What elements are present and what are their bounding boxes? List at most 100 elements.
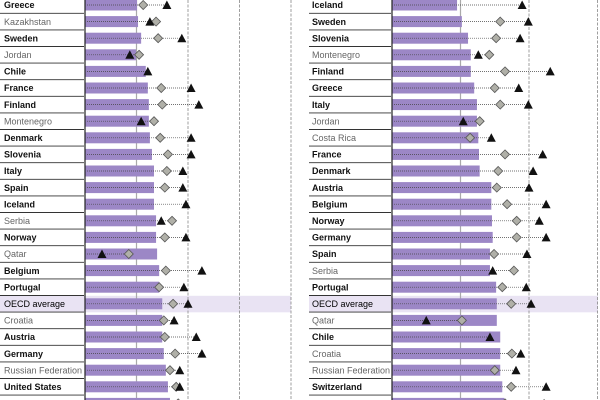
chart-row: Norway <box>309 215 544 230</box>
row-label: Qatar <box>312 316 335 326</box>
row-label: Norway <box>4 233 37 243</box>
triangle-marker <box>526 299 536 308</box>
diamond-marker <box>499 66 511 77</box>
diamond-marker <box>489 82 500 94</box>
diamond-marker <box>491 182 502 193</box>
diamond-marker <box>159 182 170 193</box>
row-label: Costa Rica <box>312 133 356 143</box>
row-label: France <box>4 83 34 93</box>
triangle-marker <box>175 382 185 391</box>
row-label: Serbia <box>4 216 30 226</box>
triangle-marker <box>541 232 551 242</box>
chart-row: Sweden <box>0 32 187 47</box>
triangle-marker <box>458 116 468 126</box>
bar <box>392 148 479 160</box>
diamond-marker <box>156 82 167 94</box>
diamond-marker <box>157 99 168 110</box>
chart-row: OECD average <box>309 298 536 313</box>
chart-row: Russian Federation <box>309 364 521 379</box>
row-label: Austria <box>4 332 36 342</box>
diamond-marker <box>151 16 162 27</box>
triangle-marker <box>521 282 531 292</box>
chart-row: Austria <box>309 182 534 197</box>
diamond-marker <box>158 315 169 326</box>
chart-row: Switzerland <box>309 381 551 396</box>
row-label: Portugal <box>312 282 349 292</box>
chart-row: Montenegro <box>309 49 495 64</box>
triangle-marker <box>538 149 548 159</box>
bar <box>392 132 479 144</box>
chart-row: Finland <box>309 65 555 81</box>
triangle-marker <box>181 199 191 209</box>
row-label: Greece <box>312 83 343 93</box>
bar <box>392 198 492 210</box>
chart-row: Kazakhstan <box>0 16 162 31</box>
row-label: France <box>312 150 342 160</box>
triangle-marker <box>143 66 153 76</box>
bar <box>85 348 164 360</box>
row-label: Germany <box>312 233 351 243</box>
row-label: OECD average <box>4 299 65 309</box>
diamond-marker <box>506 381 517 392</box>
chart-row: Jordan <box>0 49 145 64</box>
bar <box>85 148 152 160</box>
diamond-marker <box>488 248 500 260</box>
diamond-marker <box>497 282 508 293</box>
chart-row: Italy <box>0 165 188 180</box>
row-label: Italy <box>4 166 22 176</box>
row-label: Denmark <box>312 166 352 176</box>
chart-row: Greece <box>0 0 172 14</box>
diamond-marker <box>465 132 476 143</box>
triangle-marker <box>534 216 544 225</box>
triangle-marker <box>178 183 188 192</box>
chart-row: Serbia <box>0 215 178 230</box>
triangle-marker <box>486 133 496 142</box>
triangle-marker <box>517 0 527 9</box>
chart-row: Germany <box>0 348 207 363</box>
row-label: Israel <box>4 399 28 400</box>
triangle-marker <box>194 100 204 109</box>
chart-row: Belgium <box>0 265 207 280</box>
chart-row: Slovenia <box>309 32 525 47</box>
row-label: Italy <box>312 100 330 110</box>
chart-row: Jordan <box>309 115 485 130</box>
panel-right: Iceland Sweden Slovenia Montenegro Finland Gr… <box>309 0 598 400</box>
row-label: Iceland <box>4 199 35 209</box>
chart-row: Denmark <box>309 165 538 180</box>
chart-row: Costa Rica <box>309 132 496 147</box>
diamond-marker <box>502 199 513 210</box>
diamond-marker <box>511 232 522 243</box>
row-label: Greece <box>4 0 35 10</box>
row-label: Belgium <box>312 199 348 209</box>
bar <box>392 65 471 77</box>
chart-row: Germany <box>309 231 551 247</box>
diamond-marker <box>489 365 500 376</box>
diamond-marker <box>155 132 166 143</box>
triangle-marker <box>186 149 196 159</box>
chart-row: Belgium <box>309 198 551 213</box>
diamond-marker <box>154 282 165 293</box>
chart-row: Iceland <box>309 0 527 14</box>
diamond-marker <box>153 33 164 44</box>
row-label: Croatia <box>4 316 33 326</box>
row-label: Serbia <box>312 266 338 276</box>
diamond-marker <box>508 265 519 276</box>
triangle-marker <box>191 332 201 341</box>
triangle-marker <box>125 50 135 59</box>
chart-row: Italy <box>309 99 533 114</box>
triangle-marker <box>175 365 185 375</box>
triangle-marker <box>156 216 166 225</box>
chart-row: Portugal <box>309 281 531 296</box>
chart-row: Denmark <box>0 132 196 147</box>
bar <box>392 165 480 177</box>
row-label: Denmark <box>4 133 44 143</box>
bar <box>392 49 471 61</box>
chart-row: Iceland <box>0 198 191 213</box>
row-label: Slovenia <box>312 33 350 43</box>
chart-row: Qatar <box>0 248 158 263</box>
row-label: Iceland <box>312 0 343 10</box>
chart-row: Greece <box>309 82 524 97</box>
bar <box>392 381 503 393</box>
bar <box>85 215 157 227</box>
triangle-marker <box>421 315 431 325</box>
